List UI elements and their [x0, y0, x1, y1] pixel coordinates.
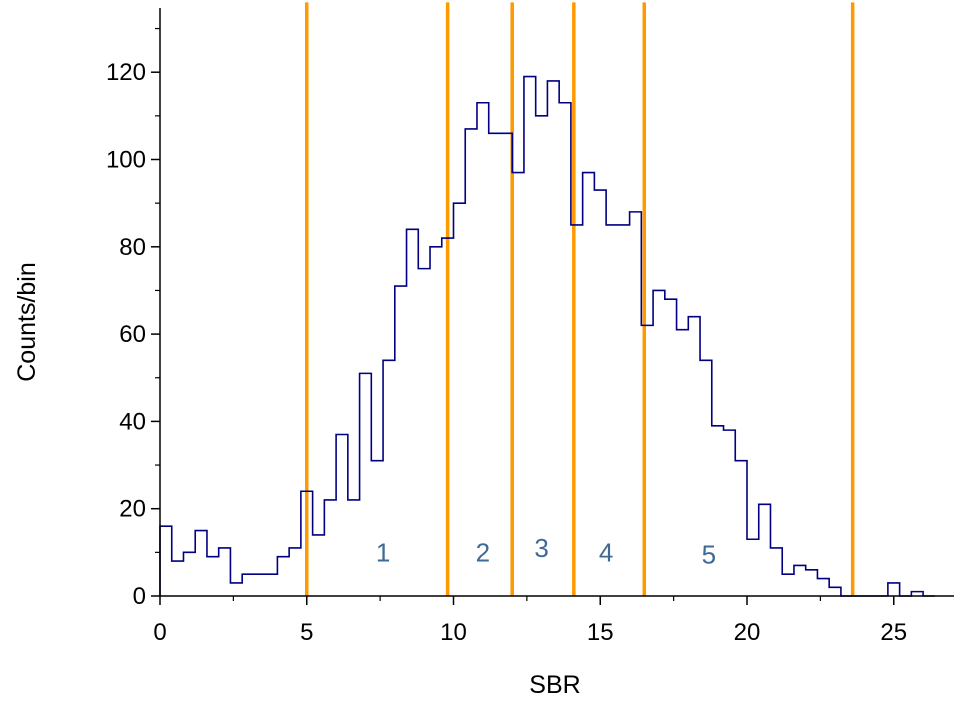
axes-group	[159, 8, 954, 597]
y-tick-label: 20	[119, 496, 146, 523]
y-tick-label: 80	[119, 234, 146, 261]
x-axis-title: SBR	[529, 671, 580, 699]
x-tick-label: 15	[587, 619, 614, 646]
region-label-1: 1	[376, 537, 390, 567]
y-tick-label: 40	[119, 408, 146, 435]
y-tick-label: 0	[133, 583, 146, 610]
region-lines-group	[305, 2, 855, 596]
region-label-5: 5	[702, 540, 716, 570]
x-tick-label: 25	[880, 619, 907, 646]
x-tick-label: 0	[153, 619, 166, 646]
region-labels-group: 1 2 3 4 5	[376, 533, 716, 570]
y-tick-label: 100	[106, 147, 146, 174]
x-tick-label: 20	[734, 619, 761, 646]
region-label-2: 2	[476, 537, 490, 567]
y-tick-label: 60	[119, 321, 146, 348]
y-tick-label: 120	[106, 59, 146, 86]
region-label-4: 4	[599, 537, 613, 567]
y-axis-title: Counts/bin	[13, 262, 41, 382]
x-tick-label: 5	[300, 619, 313, 646]
x-tick-label: 10	[440, 619, 467, 646]
histogram-step-line	[159, 75, 935, 597]
region-label-3: 3	[534, 533, 548, 563]
